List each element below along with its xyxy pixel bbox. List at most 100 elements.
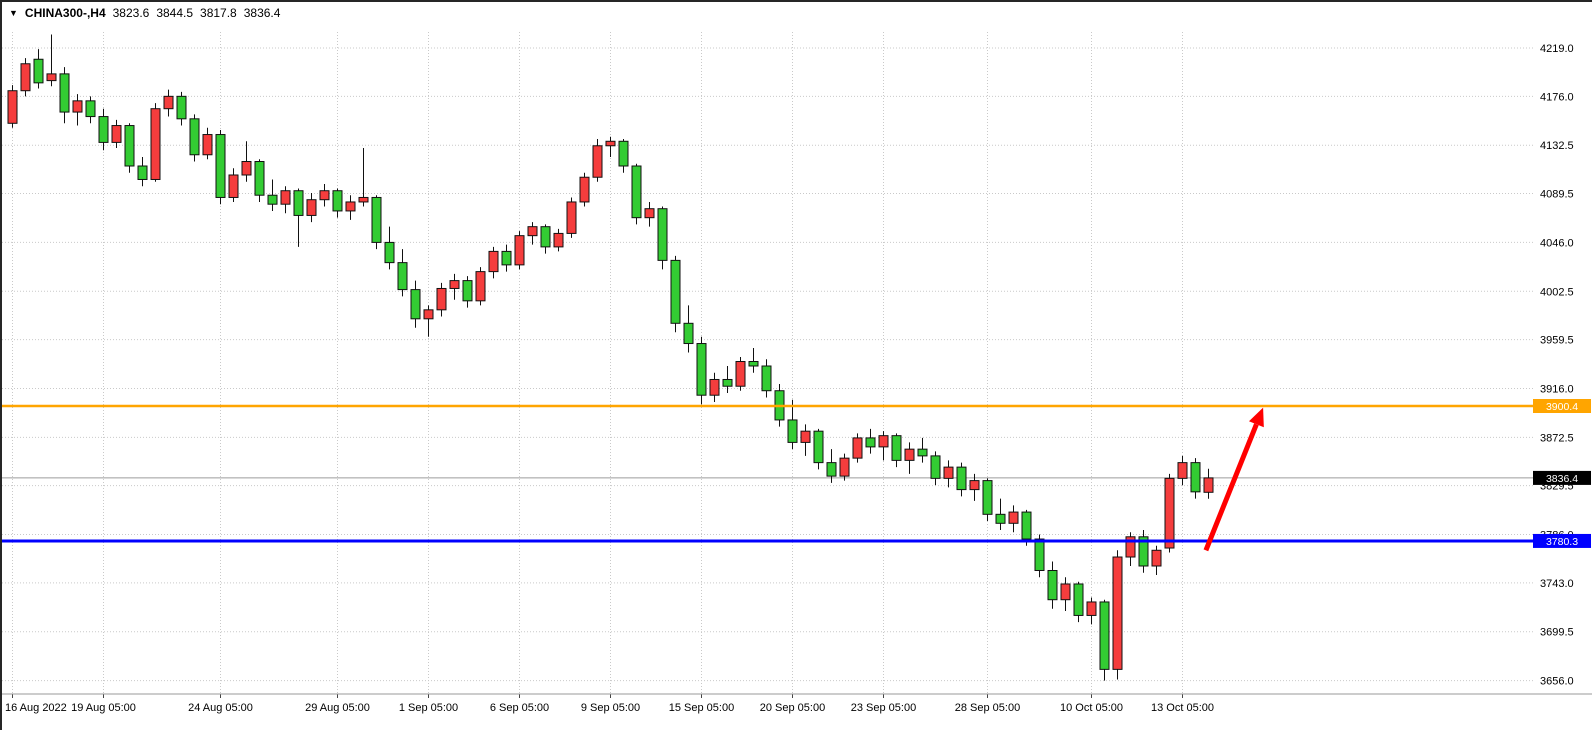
bullish-projection-arrow [1203, 423, 1259, 552]
time-axis-label: 28 Sep 05:00 [955, 702, 1020, 714]
candle-body [501, 250, 512, 266]
candle-body [709, 378, 720, 396]
candle-body [1034, 538, 1045, 571]
price-axis-label: 3872.5 [1540, 432, 1574, 444]
candle-body [969, 480, 980, 491]
candle-body [98, 116, 109, 143]
candle-body [1073, 583, 1084, 616]
candle-body [358, 196, 369, 203]
price-axis-label: 4089.5 [1540, 189, 1574, 201]
candle-body [956, 466, 967, 491]
candle-body [618, 140, 629, 167]
candle-body [787, 419, 798, 443]
candle-body [1203, 477, 1214, 493]
candle-body [280, 190, 291, 205]
time-axis-label: 23 Sep 05:00 [851, 702, 916, 714]
candles-layer [7, 34, 1214, 681]
candle-body [735, 361, 746, 387]
quote-close-value: 3836.4 [243, 6, 281, 20]
candle-body [579, 176, 590, 203]
candle-body [176, 95, 187, 120]
current-price-tag-value: 3836.4 [1546, 473, 1578, 485]
candle-body [696, 343, 707, 396]
candle-body [1164, 477, 1175, 549]
support-price-tag [1533, 533, 1591, 548]
candle-body [644, 208, 655, 219]
time-axis-label: 13 Oct 05:00 [1151, 702, 1214, 714]
candle-body [267, 194, 278, 205]
candle-body [384, 241, 395, 264]
candle-body [605, 140, 616, 147]
candle-body [7, 90, 18, 124]
candle-body [1086, 601, 1097, 616]
candle-body [319, 190, 330, 201]
time-axis-label: 19 Aug 05:00 [71, 702, 136, 714]
price-axis-label: 4046.0 [1540, 237, 1574, 249]
candle-body [722, 378, 733, 387]
grid-layer [2, 32, 1534, 694]
candle-body [670, 259, 681, 324]
candle-body [124, 125, 135, 167]
current-price-tag [1533, 470, 1591, 485]
time-axis-label: 29 Aug 05:00 [305, 702, 370, 714]
price-axis-label: 3699.5 [1540, 627, 1574, 639]
candle-body [345, 201, 356, 212]
time-axis-label: 24 Aug 05:00 [188, 702, 253, 714]
candle-body [215, 134, 226, 198]
candle-body [33, 58, 44, 84]
support-price-tag-value: 3780.3 [1546, 536, 1578, 548]
candle-body [228, 174, 239, 198]
quote-high-value: 3844.5 [156, 6, 194, 20]
annotation-layer [1203, 407, 1264, 552]
candle-body [1008, 511, 1019, 524]
candle-body [254, 161, 265, 196]
time-axis-label: 20 Sep 05:00 [760, 702, 825, 714]
candle-body [306, 199, 317, 216]
candle-body [553, 232, 564, 248]
candle-body [293, 190, 304, 216]
candle-body [748, 361, 759, 367]
candle-body [72, 100, 83, 113]
quote-low-value: 3817.8 [200, 6, 237, 20]
candle-body [241, 161, 252, 176]
candle-body [930, 455, 941, 479]
candle-body [527, 226, 538, 237]
candle-body [657, 208, 668, 261]
symbol-dropdown-icon[interactable]: ▼ [9, 7, 18, 18]
candle-body [800, 430, 811, 443]
candle-body [85, 100, 96, 118]
candle-body [865, 437, 876, 448]
candle-body [371, 196, 382, 243]
resistance-price-tag [1533, 399, 1591, 413]
price-axis-label: 3656.0 [1540, 676, 1574, 688]
candle-body [839, 457, 850, 477]
candle-body [397, 262, 408, 291]
candle-body [995, 513, 1006, 524]
time-axis[interactable]: 16 Aug 2022 19 Aug 05:00 24 Aug 05:00 29 Au… [2, 693, 1592, 714]
time-axis-label: 15 Sep 05:00 [669, 702, 734, 714]
candle-body [1021, 511, 1032, 540]
price-axis[interactable]: 4219.0 4176.0 4132.5 4089.5 4046.0 4002.5 3959… [1533, 43, 1591, 688]
time-axis-label: 10 Oct 05:00 [1060, 702, 1123, 714]
candle-body [592, 145, 603, 178]
candle-body [1177, 462, 1188, 479]
candle-body [59, 73, 70, 113]
candle-body [189, 118, 200, 156]
price-axis-label: 4176.0 [1540, 91, 1574, 103]
candle-body [683, 322, 694, 345]
chart-header: ▼ CHINA300-,H4 3823.6 3844.5 3817.8 3836… [9, 6, 280, 20]
candle-body [436, 287, 447, 311]
candle-body [878, 435, 889, 448]
candle-body [111, 125, 122, 143]
candle-body [410, 289, 421, 320]
price-axis-label: 3916.0 [1540, 383, 1574, 395]
bullish-projection-arrow-head [1248, 407, 1264, 428]
candle-body [852, 437, 863, 459]
candle-body [20, 63, 31, 92]
candle-body [332, 190, 343, 212]
candle-body [631, 165, 642, 219]
candle-body [137, 165, 148, 180]
symbol-period-label: CHINA300-,H4 [24, 6, 106, 20]
candle-body [1138, 536, 1149, 567]
